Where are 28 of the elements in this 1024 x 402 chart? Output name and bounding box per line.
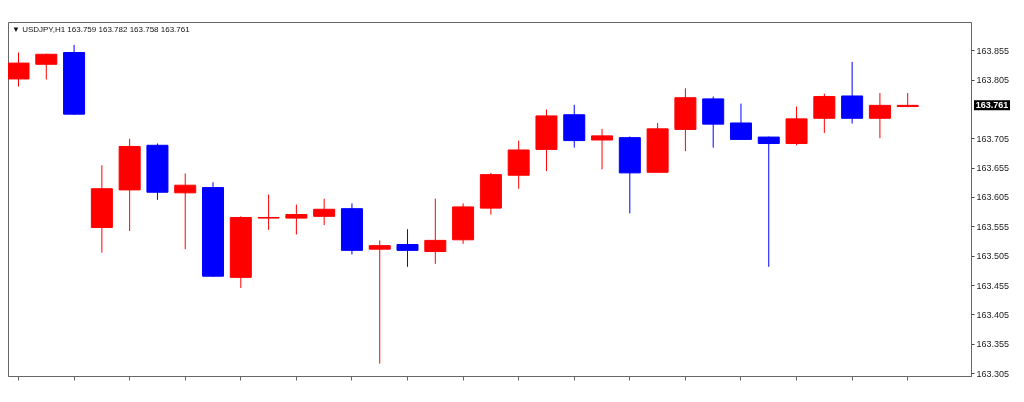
candlestick [313, 198, 336, 226]
candlestick [257, 194, 280, 231]
y-tick-label: 163.355 [976, 339, 1010, 350]
text: 163.761 [975, 100, 1009, 111]
candlestick [868, 92, 891, 139]
candlestick [591, 128, 614, 170]
candlestick [35, 53, 58, 81]
candlestick [285, 204, 308, 236]
y-tick-label: 163.605 [976, 192, 1010, 203]
y-tick-label: 163.855 [976, 45, 1010, 56]
candlestick [368, 239, 391, 365]
y-tick-label: 163.805 [976, 75, 1010, 86]
candlestick [841, 61, 864, 125]
candlestick [396, 228, 419, 268]
y-tick-label: 163.455 [976, 280, 1010, 291]
candlestick [729, 103, 752, 141]
y-tick-label: 163.505 [976, 251, 1010, 262]
y-tick-label: 163.405 [976, 309, 1010, 320]
chart-title: ▼ USDJPY,H1 163.759 163.782 163.758 163.761 [12, 25, 191, 34]
candlestick [8, 52, 30, 88]
candlestick [813, 93, 836, 134]
y-tick-label: 163.705 [976, 133, 1010, 144]
y-tick-label: 163.655 [976, 163, 1010, 174]
y-tick-label: 163.555 [976, 221, 1010, 232]
candlestick [757, 135, 780, 268]
y-tick-label: 163.305 [976, 368, 1010, 379]
candlestick [174, 172, 197, 250]
candlestick [424, 198, 447, 265]
